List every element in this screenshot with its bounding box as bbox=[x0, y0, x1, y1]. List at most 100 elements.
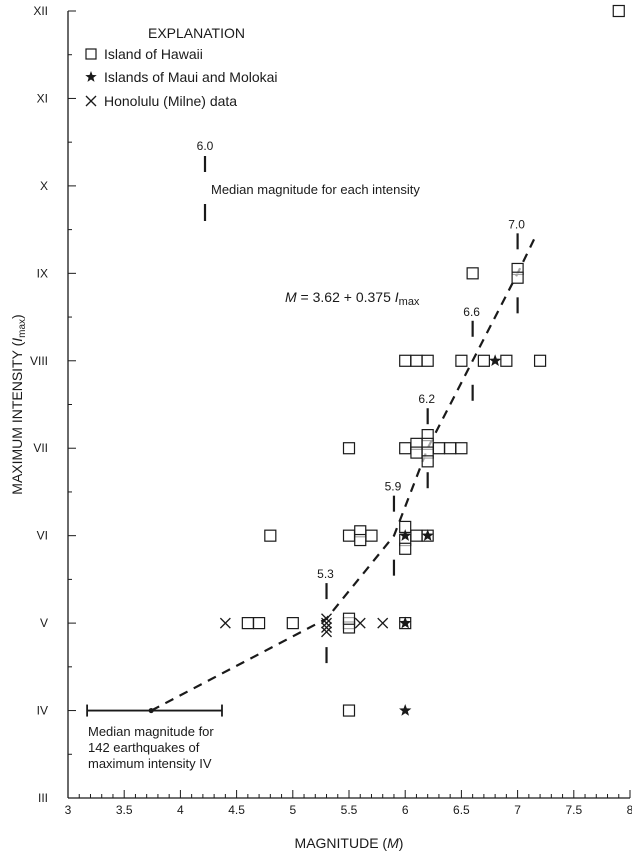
y-tick-label: IV bbox=[37, 704, 48, 718]
y-tick-label: V bbox=[40, 616, 48, 630]
y-tick-label: XI bbox=[37, 91, 48, 105]
legend-entry-hawaii: Island of Hawaii bbox=[104, 46, 203, 62]
median-key: 6.0 Median magnitude for each intensity bbox=[197, 139, 420, 221]
hawaii-point bbox=[612, 4, 625, 18]
honolulu-point bbox=[321, 626, 332, 638]
y-axis-title-prefix: MAXIMUM INTENSITY ( bbox=[9, 341, 25, 494]
median-key-label: 6.0 bbox=[197, 139, 214, 153]
honolulu-point-stroke bbox=[219, 617, 231, 629]
legend: EXPLANATION Island of Hawaii Islands of … bbox=[85, 25, 278, 109]
honolulu-point-stroke bbox=[321, 626, 332, 638]
honolulu-point bbox=[354, 617, 366, 629]
axis-ticks bbox=[67, 10, 631, 799]
y-tick-label: VI bbox=[37, 529, 48, 543]
fit-equation-mid: = 3.62 + 0.375 bbox=[297, 289, 395, 305]
legend-x-icon bbox=[85, 95, 97, 107]
hawaii-point bbox=[342, 442, 356, 455]
maui-molokai-point bbox=[488, 354, 502, 367]
honolulu-point bbox=[377, 617, 389, 629]
honolulu-point bbox=[321, 617, 332, 629]
y-axis-title-suffix: ) bbox=[9, 314, 25, 319]
intensity-iv-median-dot bbox=[148, 707, 154, 714]
hawaii-point bbox=[421, 455, 434, 468]
intensity-iv-note-line-2: 142 earthquakes of bbox=[88, 740, 200, 755]
legend-entry-honolulu: Honolulu (Milne) data bbox=[104, 93, 237, 109]
y-tick-label: XII bbox=[33, 4, 48, 18]
y-tick-label: VII bbox=[33, 441, 48, 455]
y-axis-title-var: I bbox=[9, 338, 25, 342]
y-axis-title: MAXIMUM INTENSITY (Imax) bbox=[9, 314, 28, 494]
median-value-label: 5.3 bbox=[317, 567, 334, 581]
fit-equation-sub: max bbox=[399, 296, 420, 308]
hawaii-point bbox=[365, 529, 378, 542]
x-tick-label: 5 bbox=[289, 803, 296, 817]
fit-equation-var: I bbox=[395, 289, 399, 305]
hawaii-point bbox=[432, 442, 446, 455]
intensity-iv-note-line-3: maximum intensity IV bbox=[88, 756, 212, 771]
intensity-iv-note: Median magnitude for 142 earthquakes of … bbox=[88, 724, 214, 771]
x-tick-label: 3 bbox=[65, 803, 72, 817]
hawaii-point bbox=[410, 354, 423, 367]
fit-equation-lhs: M bbox=[285, 289, 297, 305]
x-axis-title-prefix: MAGNITUDE ( bbox=[295, 835, 388, 851]
hawaii-point bbox=[264, 529, 277, 542]
median-value-label: 7.0 bbox=[508, 217, 525, 231]
x-tick-label: 5.5 bbox=[341, 803, 358, 817]
y-tick-labels: III IV V VI VII VIII IX X XI XII bbox=[30, 4, 48, 805]
maui-molokai-point bbox=[399, 529, 412, 541]
honolulu-point-stroke bbox=[321, 622, 332, 633]
hawaii-point bbox=[533, 354, 547, 367]
y-tick-label: X bbox=[40, 179, 48, 193]
honolulu-point-stroke bbox=[321, 617, 332, 629]
honolulu-point-stroke bbox=[377, 617, 389, 629]
hawaii-point bbox=[511, 271, 524, 284]
fit-equation: M = 3.62 + 0.375 Imax bbox=[285, 289, 420, 308]
hawaii-point bbox=[286, 617, 299, 630]
hawaii-point bbox=[342, 612, 356, 625]
maui-molokai-point bbox=[399, 616, 412, 629]
hawaii-point bbox=[455, 442, 468, 455]
y-tick-label: IX bbox=[37, 266, 48, 280]
data-points-layer bbox=[219, 4, 625, 717]
hawaii-point bbox=[354, 533, 367, 547]
x-axis-title: MAGNITUDE (M) bbox=[295, 835, 404, 851]
hawaii-point bbox=[241, 617, 254, 630]
y-axis-title-sub: max bbox=[17, 319, 28, 338]
legend-entry-maui-molokai: Islands of Maui and Molokai bbox=[104, 69, 278, 85]
hawaii-point bbox=[410, 529, 423, 542]
x-tick-labels: 3 3.5 4 4.5 5 5.5 6 6.5 7 7.5 8 bbox=[65, 803, 632, 817]
x-axis-title-var: M bbox=[387, 835, 399, 851]
hawaii-point bbox=[477, 354, 490, 367]
median-value-label: 6.6 bbox=[463, 305, 480, 319]
x-axis-title-suffix: ) bbox=[399, 835, 404, 851]
x-tick-label: 7 bbox=[514, 803, 521, 817]
median-value-label: 5.9 bbox=[385, 480, 402, 494]
honolulu-point-stroke bbox=[354, 617, 366, 629]
y-tick-label: III bbox=[38, 791, 48, 805]
hawaii-point bbox=[342, 704, 356, 717]
x-tick-label: 6.5 bbox=[453, 803, 470, 817]
x-tick-label: 4 bbox=[177, 803, 184, 817]
hawaii-point bbox=[252, 617, 266, 630]
intensity-iv-note-line-1: Median magnitude for bbox=[88, 724, 214, 739]
honolulu-point bbox=[321, 622, 332, 633]
honolulu-point-stroke bbox=[321, 613, 332, 625]
plot-frame bbox=[67, 11, 630, 799]
x-tick-label: 3.5 bbox=[116, 803, 133, 817]
median-markers-layer: 5.3 5.9 6.2 6.6 7.0 bbox=[317, 217, 525, 664]
honolulu-point bbox=[321, 613, 332, 625]
legend-title: EXPLANATION bbox=[148, 25, 245, 41]
legend-square-icon bbox=[85, 48, 97, 60]
hawaii-point bbox=[410, 446, 423, 459]
honolulu-point bbox=[219, 617, 231, 629]
hawaii-point bbox=[342, 529, 356, 542]
maui-molokai-point bbox=[399, 704, 412, 716]
y-tick-label: VIII bbox=[30, 354, 48, 368]
x-tick-label: 4.5 bbox=[228, 803, 245, 817]
hawaii-point bbox=[399, 542, 412, 555]
hawaii-point bbox=[421, 354, 434, 367]
x-tick-label: 8 bbox=[627, 803, 632, 817]
median-value-label: 6.2 bbox=[418, 392, 435, 406]
x-tick-label: 7.5 bbox=[565, 803, 582, 817]
